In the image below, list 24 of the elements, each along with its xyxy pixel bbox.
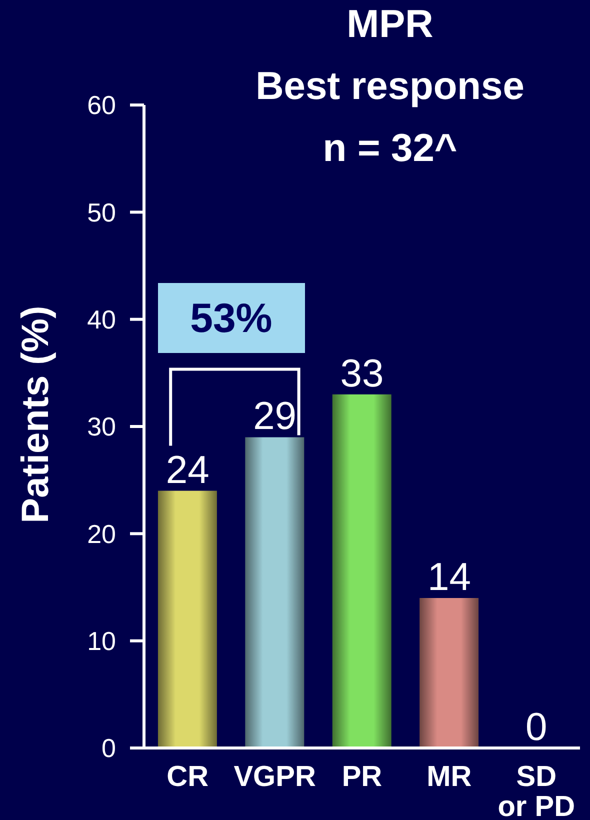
x-tick-label: VGPR (234, 761, 316, 793)
y-axis-title: Patients (%) (15, 306, 57, 524)
data-label: 24 (166, 448, 210, 492)
y-tick-label: 30 (87, 412, 116, 442)
y-tick-label: 20 (87, 518, 116, 549)
y-tick-label: 60 (87, 90, 116, 120)
data-label: 29 (253, 395, 296, 438)
bar (158, 490, 217, 748)
x-tick-label: MR (426, 761, 472, 793)
data-label: 33 (340, 352, 384, 396)
annotation: 53% (190, 294, 272, 341)
y-tick-label: 0 (102, 733, 116, 764)
data-label: 14 (428, 556, 471, 599)
x-tick-label: PR (342, 761, 382, 793)
data-label: 0 (526, 706, 548, 749)
bar (245, 437, 304, 748)
y-tick-label: 50 (87, 197, 116, 228)
y-tick-label: 10 (87, 626, 116, 656)
x-tick-label: CR (166, 761, 209, 793)
bar (420, 598, 479, 748)
x-tick-label: SD or PD (498, 761, 576, 820)
bar (332, 394, 392, 748)
y-tick-label: 40 (87, 304, 116, 335)
chart-title: MPR Best response n = 32^ (254, 2, 526, 172)
